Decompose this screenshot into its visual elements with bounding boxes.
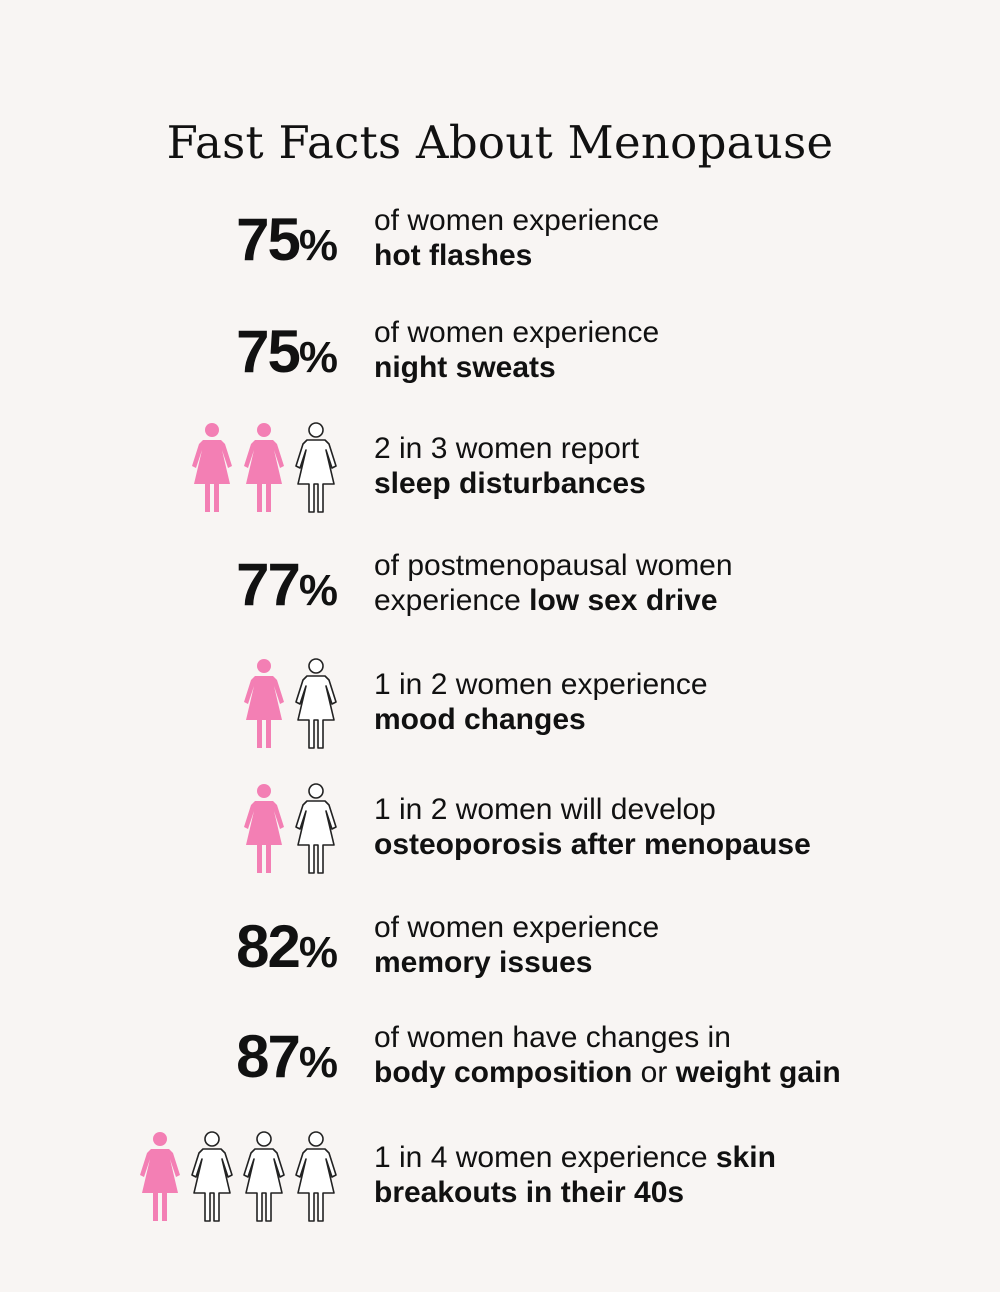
highlight-text: night sweats	[374, 351, 556, 384]
fact-description: 1 in 2 women experience mood changes	[374, 667, 708, 737]
stat-number: 82	[236, 913, 301, 980]
description-line: of postmenopausal women	[374, 548, 733, 583]
description-line: 1 in 2 women will develop	[374, 792, 811, 827]
woman-outline-icon	[295, 1131, 337, 1222]
description-line: 2 in 3 women report	[374, 431, 646, 466]
highlight-text: hot flashes	[374, 239, 533, 272]
ratio-icons	[242, 658, 338, 749]
description-line: osteoporosis after menopause	[374, 827, 811, 862]
description-line: of women experience	[374, 315, 659, 350]
stat-value: 75%	[236, 307, 338, 397]
ratio-icons	[138, 1131, 338, 1222]
description-line: mood changes	[374, 702, 708, 737]
stat-unit: %	[298, 1038, 338, 1087]
body-text: 1 in 4 women experience	[374, 1141, 716, 1174]
description-line: night sweats	[374, 350, 659, 385]
highlight-text: memory issues	[374, 946, 593, 979]
stat-number: 77	[236, 551, 301, 618]
fact-description: of women experience hot flashes	[374, 203, 659, 273]
body-text: 1 in 2 women experience	[374, 668, 708, 701]
woman-filled-icon	[140, 1132, 180, 1221]
fact-row: 77% of postmenopausal women experience low…	[0, 540, 1000, 630]
description-line: 1 in 2 women experience	[374, 667, 708, 702]
fact-description: of women experience night sweats	[374, 315, 659, 385]
description-line: sleep disturbances	[374, 466, 646, 501]
woman-outline-icon	[295, 783, 337, 874]
highlight-text: osteoporosis after menopause	[374, 828, 811, 861]
stat-unit: %	[298, 566, 338, 615]
ratio-icons	[242, 783, 338, 874]
woman-filled-icon	[244, 784, 284, 873]
stat-value: 82%	[236, 902, 338, 992]
stat-number: 75	[236, 206, 301, 273]
woman-filled-icon	[244, 423, 284, 512]
highlight-text: mood changes	[374, 703, 586, 736]
description-line: breakouts in their 40s	[374, 1175, 776, 1210]
body-text: of women experience	[374, 316, 660, 349]
fact-description: of postmenopausal women experience low se…	[374, 548, 733, 618]
stat-number: 87	[236, 1023, 301, 1090]
stat-value: 75%	[236, 195, 338, 285]
woman-outline-icon	[243, 1131, 285, 1222]
description-line: of women experience	[374, 203, 659, 238]
fact-description: of women experience memory issues	[374, 910, 659, 980]
stat-percent: 77%	[236, 555, 338, 615]
stat-percent: 75%	[236, 210, 338, 270]
stat-unit: %	[298, 333, 338, 382]
fact-description: of women have changes in body composition…	[374, 1020, 841, 1090]
fact-row: 82% of women experience memory issues	[0, 902, 1000, 992]
highlight-text: breakouts in their 40s	[374, 1176, 685, 1209]
fact-description: 2 in 3 women report sleep disturbances	[374, 431, 646, 501]
woman-filled-icon	[244, 659, 284, 748]
page-title: Fast Facts About Menopause	[166, 116, 834, 170]
description-line: body composition or weight gain	[374, 1055, 841, 1090]
fact-row: 75% of women experience night sweats	[0, 307, 1000, 397]
fact-row: 1 in 2 women will develop osteoporosis af…	[0, 783, 1000, 874]
highlight-text: sleep disturbances	[374, 467, 646, 500]
body-text: experience	[374, 584, 530, 617]
stat-percent: 75%	[236, 322, 338, 382]
body-text: of postmenopausal women	[374, 549, 733, 582]
body-text: of women experience	[374, 911, 660, 944]
woman-filled-icon	[192, 423, 232, 512]
description-line: of women have changes in	[374, 1020, 841, 1055]
description-line: of women experience	[374, 910, 659, 945]
description-line: hot flashes	[374, 238, 659, 273]
fact-row: 1 in 2 women experience mood changes	[0, 658, 1000, 749]
stat-percent: 82%	[236, 917, 338, 977]
fact-row: 87% of women have changes in body composit…	[0, 1012, 1000, 1102]
woman-outline-icon	[191, 1131, 233, 1222]
fact-row: 75% of women experience hot flashes	[0, 195, 1000, 285]
highlight-text: low sex drive	[529, 584, 718, 617]
woman-outline-icon	[295, 658, 337, 749]
highlight-text: body composition	[374, 1056, 633, 1089]
description-line: experience low sex drive	[374, 583, 733, 618]
fact-row: 2 in 3 women report sleep disturbances	[0, 422, 1000, 513]
body-text: 1 in 2 women will develop	[374, 793, 716, 826]
stat-unit: %	[298, 928, 338, 977]
fact-row: 1 in 4 women experience skin breakouts in…	[0, 1131, 1000, 1222]
highlight-text: weight gain	[675, 1056, 841, 1089]
fact-description: 1 in 2 women will develop osteoporosis af…	[374, 792, 811, 862]
woman-outline-icon	[295, 422, 337, 513]
ratio-icons	[190, 422, 338, 513]
description-line: 1 in 4 women experience skin	[374, 1140, 776, 1175]
stat-value: 77%	[236, 540, 338, 630]
stat-value: 87%	[236, 1012, 338, 1102]
highlight-text: skin	[715, 1141, 776, 1174]
stat-number: 75	[236, 318, 301, 385]
fact-description: 1 in 4 women experience skin breakouts in…	[374, 1140, 776, 1210]
body-text: or	[632, 1056, 676, 1089]
body-text: of women have changes in	[374, 1021, 731, 1054]
stat-percent: 87%	[236, 1027, 338, 1087]
body-text: 2 in 3 women report	[374, 432, 640, 465]
stat-unit: %	[298, 221, 338, 270]
description-line: memory issues	[374, 945, 659, 980]
body-text: of women experience	[374, 204, 660, 237]
